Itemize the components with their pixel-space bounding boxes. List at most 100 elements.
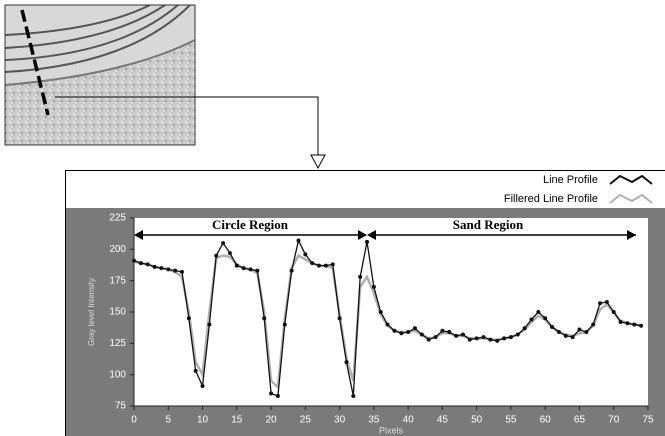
point (262, 316, 266, 320)
y-tick-label: 175 (109, 275, 126, 286)
x-tick-label: 30 (334, 415, 346, 426)
point (413, 326, 417, 330)
point (447, 330, 451, 334)
x-tick-label: 70 (608, 415, 620, 426)
point (591, 323, 595, 327)
x-tick-label: 10 (197, 415, 209, 426)
point (427, 338, 431, 342)
point (536, 310, 540, 314)
point (639, 324, 643, 328)
y-tick-label: 75 (115, 401, 127, 412)
x-tick-label: 75 (642, 415, 654, 426)
point (235, 264, 239, 268)
y-tick-label: 225 (109, 213, 126, 224)
point (372, 285, 376, 289)
point (221, 241, 225, 245)
point (475, 336, 479, 340)
point (132, 259, 136, 263)
point (523, 326, 527, 330)
point (166, 267, 170, 271)
point (516, 333, 520, 337)
point (420, 333, 424, 337)
x-tick-label: 20 (266, 415, 278, 426)
point (619, 320, 623, 324)
point (632, 323, 636, 327)
point (338, 316, 342, 320)
y-tick-label: 100 (109, 369, 126, 380)
point (584, 330, 588, 334)
point (283, 323, 287, 327)
connector-arrow (311, 155, 325, 168)
point (482, 335, 486, 339)
point (379, 310, 383, 314)
point (571, 335, 575, 339)
x-tick-label: 15 (231, 415, 243, 426)
point (296, 239, 300, 243)
point (625, 321, 629, 325)
annotation: Sand Region (453, 217, 524, 232)
x-tick-label: 40 (403, 415, 415, 426)
point (488, 338, 492, 342)
point (461, 333, 465, 337)
x-tick-label: 5 (165, 415, 171, 426)
point (440, 329, 444, 333)
x-tick-label: 65 (574, 415, 586, 426)
point (577, 328, 581, 332)
point (228, 251, 232, 255)
legend-label: Line Profile (543, 174, 598, 186)
point (159, 266, 163, 270)
x-tick-label: 0 (131, 415, 137, 426)
point (529, 318, 533, 322)
point (386, 323, 390, 327)
point (331, 262, 335, 266)
point (598, 301, 602, 305)
point (605, 300, 609, 304)
point (180, 270, 184, 274)
point (351, 394, 355, 398)
point (543, 316, 547, 320)
photo (5, 5, 195, 145)
y-tick-label: 200 (109, 244, 126, 255)
point (564, 334, 568, 338)
point (495, 339, 499, 343)
x-tick-label: 25 (300, 415, 312, 426)
y-tick-label: 150 (109, 307, 126, 318)
x-tick-label: 35 (368, 415, 380, 426)
point (214, 254, 218, 258)
y-axis-label: Gray level Intensity (87, 278, 96, 346)
point (187, 316, 191, 320)
point (269, 391, 273, 395)
point (434, 335, 438, 339)
figure: 75 100 125 150 175 200 225 0 5 10 15 20 25 30 35 40 45 50… (0, 0, 665, 436)
point (317, 264, 321, 268)
y-tick-label: 125 (109, 338, 126, 349)
point (290, 269, 294, 273)
point (146, 262, 150, 266)
point (324, 264, 328, 268)
point (207, 323, 211, 327)
point (454, 334, 458, 338)
point (255, 269, 259, 273)
point (509, 335, 513, 339)
point (392, 329, 396, 333)
point (276, 394, 280, 398)
point (365, 240, 369, 244)
point (406, 330, 410, 334)
point (612, 310, 616, 314)
x-tick-label: 45 (437, 415, 449, 426)
annotation: Circle Region (212, 217, 289, 232)
point (399, 331, 403, 335)
point (468, 338, 472, 342)
point (358, 275, 362, 279)
point (557, 330, 561, 334)
point (173, 269, 177, 273)
point (153, 265, 157, 269)
x-tick-label: 50 (471, 415, 483, 426)
x-axis-label: Pixels (379, 425, 404, 435)
point (310, 261, 314, 265)
point (249, 267, 253, 271)
x-tick-label: 60 (540, 415, 552, 426)
point (242, 266, 246, 270)
point (344, 360, 348, 364)
point (303, 252, 307, 256)
